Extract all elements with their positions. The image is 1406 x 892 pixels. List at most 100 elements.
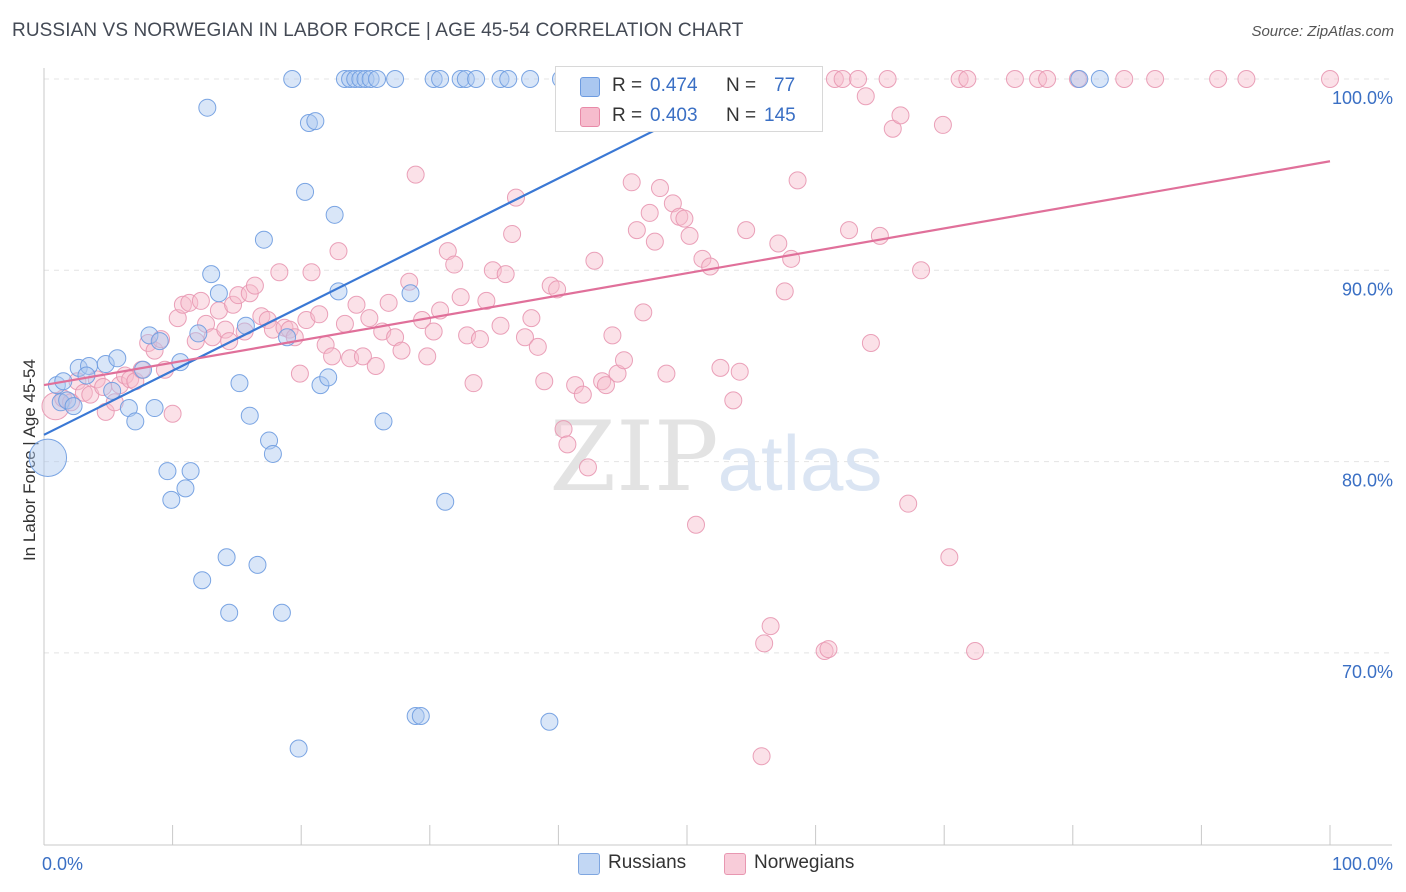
- russians-point: [424, 70, 443, 88]
- r-key: R =: [612, 105, 643, 126]
- stats-legend: R = 0.474 N = 77 R = 0.403 N = 145: [555, 66, 823, 132]
- russians-point: [368, 70, 387, 88]
- norwegians-point: [1005, 70, 1024, 88]
- russians-point: [1090, 70, 1109, 88]
- russians-trendline: [43, 78, 759, 436]
- watermark: ZIP atlas: [549, 401, 882, 513]
- russians-point: [126, 412, 145, 431]
- russians-point: [346, 70, 365, 88]
- legend-label-russians: Russians: [608, 852, 687, 873]
- norwegians-point: [614, 351, 633, 370]
- norwegians-point: [856, 87, 875, 106]
- norwegians-point: [578, 458, 597, 477]
- norwegians-point: [730, 362, 749, 381]
- axes: [43, 68, 1392, 846]
- norwegians-point: [870, 226, 889, 245]
- r-value-norwegians: 0.403: [650, 105, 698, 126]
- series-legend: Russians Norwegians: [0, 852, 1406, 878]
- norwegians-point: [1038, 70, 1057, 88]
- y-tick-labels: 70.0% 80.0% 90.0% 100.0%: [1332, 88, 1393, 682]
- norwegians-point: [657, 364, 676, 383]
- russians-point: [401, 284, 420, 303]
- russians-point: [521, 70, 540, 88]
- russians-legend-swatch: [578, 853, 600, 875]
- russians-point: [431, 70, 450, 88]
- russians-point: [248, 555, 267, 574]
- norwegians-point: [769, 234, 788, 253]
- n-value-russians: 77: [774, 75, 796, 96]
- norwegians-point: [675, 209, 694, 228]
- norwegians-point: [400, 272, 419, 291]
- norwegians-point: [451, 288, 470, 307]
- norwegians-point: [220, 332, 239, 351]
- russians-point: [374, 412, 393, 431]
- norwegians-point: [861, 333, 880, 352]
- russians-point: [103, 381, 122, 400]
- russians-point: [263, 444, 282, 463]
- russians-point: [198, 98, 217, 117]
- norwegians-point: [603, 326, 622, 345]
- russians-point: [283, 70, 302, 88]
- norwegians-point: [840, 221, 859, 240]
- russians-point: [145, 399, 164, 418]
- norwegians-point: [558, 435, 577, 454]
- stats-row-russians: R = 0.474 N = 77: [556, 71, 822, 101]
- norwegians-point: [737, 221, 756, 240]
- y-tick-label: 70.0%: [1342, 662, 1393, 682]
- russians-points: [28, 70, 1109, 758]
- norwegians-point: [687, 515, 706, 534]
- norwegians-point: [819, 640, 838, 659]
- norwegians-legend-swatch: [724, 853, 746, 875]
- norwegians-point: [445, 255, 464, 274]
- norwegians-point: [418, 347, 437, 366]
- norwegians-point: [302, 263, 321, 282]
- russians-point: [181, 462, 200, 481]
- norwegians-point: [693, 249, 712, 268]
- norwegians-point: [424, 322, 443, 341]
- russians-point: [540, 712, 559, 731]
- norwegians-point: [782, 249, 801, 268]
- russians-point: [306, 112, 325, 131]
- norwegians-point: [477, 291, 496, 310]
- norwegians-point: [761, 617, 780, 636]
- russians-point: [77, 366, 96, 385]
- norwegians-point: [503, 224, 522, 243]
- norwegians-point: [950, 70, 969, 88]
- norwegians-point: [163, 404, 182, 423]
- russians-point: [240, 406, 259, 425]
- russians-point: [311, 376, 330, 395]
- norwegians-point: [528, 337, 547, 356]
- russians-point: [158, 462, 177, 481]
- norwegians-point: [464, 374, 483, 393]
- norwegians-swatch: [580, 107, 600, 127]
- norwegians-point: [566, 376, 585, 395]
- norwegians-point: [755, 634, 774, 653]
- russians-point: [386, 70, 405, 88]
- x-tick-label: 100.0%: [1332, 854, 1393, 874]
- russians-point: [406, 707, 425, 726]
- russians-point: [189, 324, 208, 343]
- watermark-zip: ZIP: [549, 401, 718, 513]
- russians-point: [230, 374, 249, 393]
- y-tick-label: 80.0%: [1342, 471, 1393, 491]
- norwegians-point: [966, 641, 985, 660]
- norwegians-point: [491, 316, 510, 335]
- norwegians-point: [515, 328, 534, 347]
- norwegians-point: [270, 263, 289, 282]
- norwegians-point: [245, 276, 264, 295]
- russians-point: [140, 326, 159, 345]
- russians-point: [176, 479, 195, 498]
- n-key: N =: [726, 105, 757, 126]
- n-value-norwegians: 145: [764, 105, 796, 126]
- russians-point: [451, 70, 470, 88]
- norwegians-point: [1029, 70, 1048, 88]
- y-tick-label: 90.0%: [1342, 279, 1393, 299]
- russians-point: [96, 355, 115, 374]
- norwegians-point: [290, 364, 309, 383]
- norwegians-point: [775, 282, 794, 301]
- norwegians-point: [849, 70, 868, 88]
- russians-point: [202, 265, 221, 284]
- watermark-atlas: atlas: [718, 419, 883, 507]
- norwegians-point: [329, 242, 348, 261]
- russians-point: [296, 182, 315, 201]
